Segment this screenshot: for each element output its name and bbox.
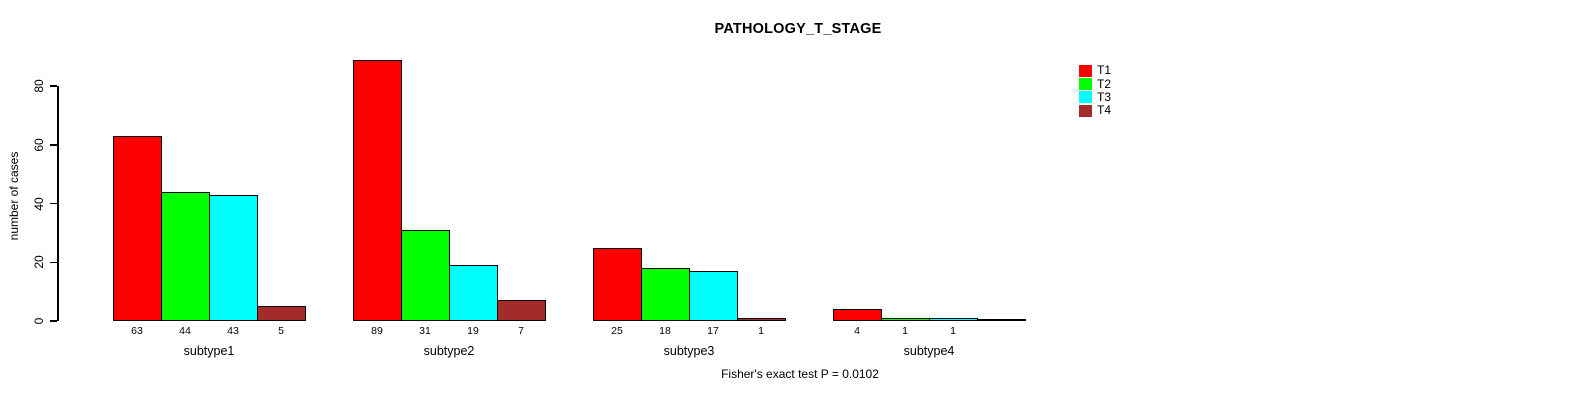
legend-row: T2 (1079, 76, 1112, 91)
legend-swatch-T3 (1079, 91, 1092, 104)
bar-subtype4-T3 (929, 318, 978, 321)
bar-subtype3-T4 (737, 318, 786, 321)
bar-value-label: 43 (227, 325, 239, 337)
bar-subtype3-T2 (641, 268, 690, 321)
bar-value-label: 7 (518, 325, 524, 337)
y-tick-label: 80 (32, 79, 46, 93)
legend-row: T4 (1079, 104, 1111, 117)
legend-row: T1 (1079, 64, 1111, 77)
bar-value-label: 89 (371, 325, 383, 337)
bar-value-label: 17 (707, 325, 719, 337)
bar-subtype3-T3 (689, 271, 738, 321)
chart-title: PATHOLOGY_T_STAGE (714, 21, 882, 37)
bar-value-label: 1 (950, 325, 956, 337)
y-tick-label: 60 (32, 138, 46, 152)
y-tick (50, 320, 57, 322)
bar-subtype1-T1 (113, 136, 162, 321)
bar-subtype1-T2 (161, 192, 210, 321)
legend-label: T3 (1097, 89, 1112, 104)
bar-value-label: 18 (659, 325, 671, 337)
legend-row: T3 (1079, 89, 1112, 104)
y-tick-label: 0 (32, 317, 46, 325)
x-category-label-subtype4: subtype4 (903, 344, 955, 358)
legend: T1 T2 T3 T4 (1079, 64, 1111, 118)
x-category-label-subtype3: subtype3 (663, 344, 715, 358)
y-tick (50, 202, 57, 205)
x-category-label-subtype2: subtype2 (423, 344, 475, 358)
y-tick (50, 144, 57, 146)
bar-subtype1-T3 (209, 195, 258, 321)
bar-value-label: 19 (467, 325, 479, 337)
bar-subtype4-T1 (833, 309, 882, 321)
legend-swatch-T4 (1079, 104, 1092, 117)
bar-subtype3-T1 (593, 248, 642, 321)
bar-value-label: 25 (611, 325, 623, 337)
legend-label: T2 (1097, 76, 1112, 91)
y-tick (50, 85, 57, 87)
bar-subtype2-T2 (401, 230, 450, 321)
bar-subtype2-T1 (353, 60, 402, 321)
bar-subtype2-T3 (449, 265, 498, 321)
y-axis-label: number of cases (7, 151, 21, 241)
bar-subtype1-T4 (257, 306, 306, 321)
legend-swatch-T1 (1079, 64, 1092, 77)
y-tick-label: 40 (32, 196, 46, 211)
bar-value-label: 1 (758, 325, 764, 337)
legend-label: T1 (1097, 63, 1112, 78)
bar-value-label: 5 (278, 325, 284, 337)
y-tick-label: 20 (32, 255, 46, 269)
fisher-test-note: Fisher's exact test P = 0.0102 (721, 367, 879, 381)
y-axis-line (57, 86, 59, 321)
bar-subtype4-T4-zero (977, 319, 1026, 321)
bar-value-label: 44 (179, 325, 191, 337)
x-category-label-subtype1: subtype1 (183, 344, 235, 358)
legend-label: T4 (1097, 103, 1112, 118)
bar-value-label: 1 (902, 325, 908, 337)
bar-subtype2-T4 (497, 300, 546, 321)
bar-value-label: 63 (131, 325, 143, 337)
y-tick (50, 261, 57, 263)
bar-value-label: 4 (854, 325, 860, 337)
legend-swatch-T2 (1079, 78, 1092, 91)
bar-subtype4-T2 (881, 318, 930, 321)
bar-value-label: 31 (419, 325, 431, 337)
